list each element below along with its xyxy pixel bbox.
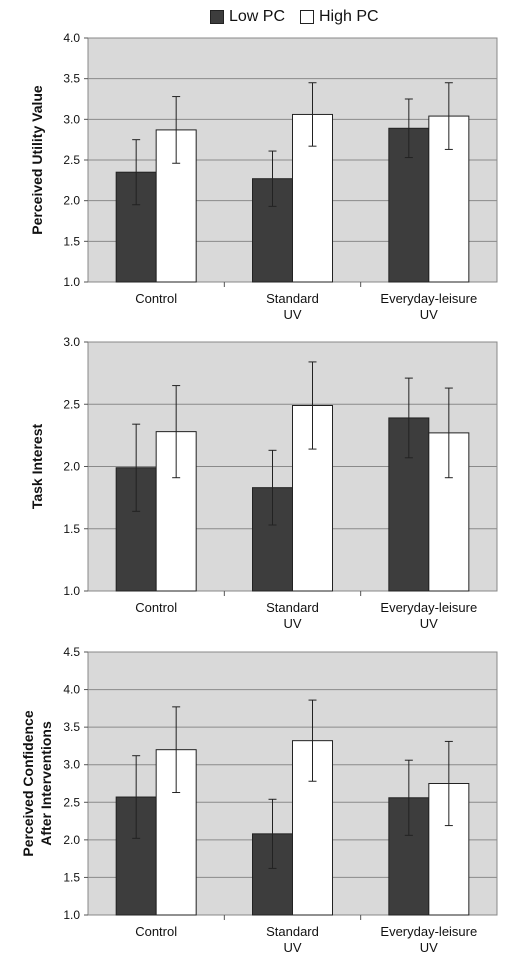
y-tick-label: 4.5: [63, 645, 80, 659]
y-tick-label: 4.0: [63, 683, 80, 697]
y-tick-label: 1.5: [63, 522, 80, 536]
x-tick-label: Standard: [266, 291, 319, 306]
x-tick-label: UV: [420, 616, 438, 631]
x-tick-label: UV: [283, 940, 301, 955]
y-axis-label: Perceived Confidence: [20, 710, 36, 856]
x-tick-label: Standard: [266, 924, 319, 939]
x-tick-label: Everyday-leisure: [380, 600, 477, 615]
legend-swatch-high-pc: [300, 10, 314, 24]
x-tick-label: Everyday-leisure: [380, 924, 477, 939]
x-tick-label: UV: [420, 307, 438, 322]
x-tick-label: Control: [135, 924, 177, 939]
legend: Low PC High PC: [0, 4, 505, 30]
x-tick-label: Everyday-leisure: [380, 291, 477, 306]
y-tick-label: 1.5: [63, 870, 80, 884]
y-tick-label: 1.0: [63, 275, 80, 289]
bar-high-pc: [155, 749, 197, 916]
y-axis-label: After Interventions: [38, 721, 54, 846]
y-tick-label: 3.5: [63, 720, 80, 734]
chart-perceived-confidence: 1.0 1.5 2.0 2.5 3.0 3.5 4.0 4.5 Perceived Confid…: [20, 645, 498, 955]
y-tick-label: 2.0: [63, 833, 80, 847]
chart-task-interest: 1.0 1.5 2.0 2.5 3.0 Task Interest Control Stand…: [29, 335, 498, 631]
legend-item-high-pc: High PC: [300, 8, 379, 26]
y-axis-label: Perceived Utility Value: [29, 85, 45, 235]
y-tick-label: 3.0: [63, 112, 80, 126]
y-tick-label: 2.0: [63, 460, 80, 474]
y-tick-label: 3.0: [63, 758, 80, 772]
y-tick-label: 4.0: [63, 31, 80, 45]
y-tick-label: 2.5: [63, 397, 80, 411]
x-tick-label: UV: [283, 616, 301, 631]
y-tick-label: 2.5: [63, 153, 80, 167]
y-tick-label: 3.5: [63, 72, 80, 86]
y-tick-label: 1.5: [63, 234, 80, 248]
y-tick-label: 1.0: [63, 908, 80, 922]
x-tick-label: Control: [135, 600, 177, 615]
x-tick-label: Standard: [266, 600, 319, 615]
y-tick-label: 3.0: [63, 335, 80, 349]
y-tick-label: 2.0: [63, 194, 80, 208]
legend-label-low-pc: Low PC: [229, 8, 286, 25]
legend-label-high-pc: High PC: [319, 8, 379, 25]
legend-swatch-low-pc: [210, 10, 224, 24]
x-tick-label: Control: [135, 291, 177, 306]
legend-item-low-pc: Low PC: [210, 8, 285, 26]
y-axis-label: Task Interest: [29, 424, 45, 510]
y-tick-label: 2.5: [63, 795, 80, 809]
chart-perceived-utility-value: 1.0 1.5 2.0 2.5 3.0 3.5 4.0 Perceived Utility V…: [29, 31, 498, 322]
y-tick-label: 1.0: [63, 584, 80, 598]
x-tick-label: UV: [420, 940, 438, 955]
x-tick-label: UV: [283, 307, 301, 322]
